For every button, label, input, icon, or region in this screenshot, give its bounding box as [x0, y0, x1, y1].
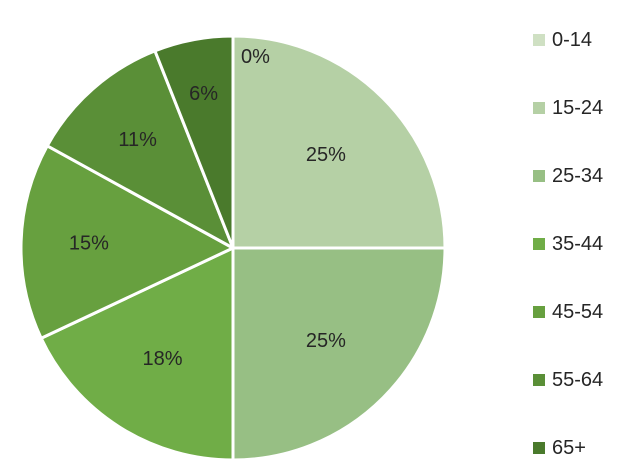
legend-label-35-44: 35-44: [552, 233, 603, 255]
legend-item-25-34: 25-34: [533, 165, 603, 187]
legend-label-45-54: 45-54: [552, 301, 603, 323]
legend-swatch-15-24: [533, 102, 545, 114]
data-label-55-64: 11%: [118, 129, 157, 151]
data-label-35-44: 18%: [143, 348, 183, 370]
pie-slice-25-34: [231, 246, 447, 462]
legend-label-15-24: 15-24: [552, 97, 603, 119]
pie-data-labels: 0% 25% 25% 18% 15% 11% 6%: [69, 46, 346, 370]
pie-slice-45-54: [19, 144, 235, 340]
data-label-65-: 6%: [189, 83, 218, 105]
legend-label-25-34: 25-34: [552, 165, 603, 187]
legend-swatch-0-14: [533, 34, 545, 46]
legend-item-35-44: 35-44: [533, 233, 603, 255]
pie-slice-65-: [153, 34, 235, 250]
legend-label-65-: 65+: [552, 437, 586, 459]
legend: 0-14 15-24 25-34 35-44 45-54 55-64 65+: [533, 29, 603, 459]
legend-swatch-55-64: [533, 374, 545, 386]
legend-swatch-25-34: [533, 170, 545, 182]
pie-slices: [19, 34, 447, 462]
legend-label-55-64: 55-64: [552, 369, 603, 391]
data-label-0-14: 0%: [241, 46, 270, 68]
legend-label-0-14: 0-14: [552, 29, 592, 51]
legend-item-65-: 65+: [533, 437, 586, 459]
pie-slice-55-64: [45, 49, 235, 250]
legend-item-45-54: 45-54: [533, 301, 603, 323]
legend-swatch-45-54: [533, 306, 545, 318]
data-label-45-54: 15%: [69, 232, 109, 254]
legend-item-15-24: 15-24: [533, 97, 603, 119]
data-label-25-34: 25%: [306, 330, 346, 352]
data-label-15-24: 25%: [306, 144, 346, 166]
legend-swatch-35-44: [533, 238, 545, 250]
legend-item-0-14: 0-14: [533, 29, 592, 51]
legend-swatch-65-: [533, 442, 545, 454]
pie-slice-35-44: [39, 246, 235, 462]
pie-slice-15-24: [231, 34, 447, 250]
legend-item-55-64: 55-64: [533, 369, 603, 391]
